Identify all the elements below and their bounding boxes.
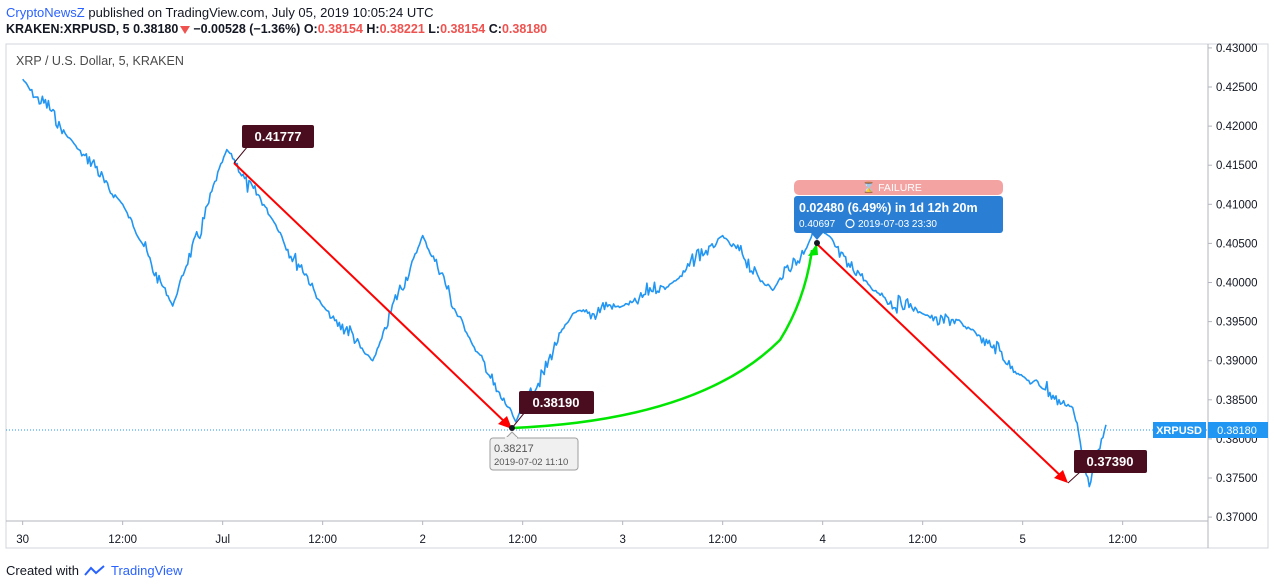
y-tick-label: 0.42000 bbox=[1216, 121, 1258, 133]
low-price-callout-1[interactable]: 0.38190 bbox=[511, 391, 594, 429]
low-label: L: bbox=[428, 22, 441, 36]
x-tick-label: 12:00 bbox=[908, 534, 937, 546]
down-arrow-icon bbox=[180, 25, 191, 34]
low-price-label-2: 0.37390 bbox=[1087, 454, 1134, 469]
low-price-label-1: 0.38190 bbox=[533, 395, 580, 410]
y-tick-label: 0.43000 bbox=[1216, 43, 1258, 55]
x-tick-label: 2 bbox=[419, 534, 425, 546]
y-tick-label: 0.38500 bbox=[1216, 395, 1258, 407]
close-label: C: bbox=[488, 22, 502, 36]
y-tick-label: 0.39500 bbox=[1216, 317, 1258, 329]
x-tick-label: 3 bbox=[619, 534, 625, 546]
downtrend-arrow-2 bbox=[816, 243, 1068, 483]
last-price: 0.38180 bbox=[133, 22, 179, 36]
y-tick-label: 0.37000 bbox=[1216, 512, 1258, 524]
current-price-symbol: XRPUSD bbox=[1156, 425, 1202, 437]
y-tick-label: 0.40500 bbox=[1216, 238, 1258, 250]
low-value: 0.38154 bbox=[440, 22, 486, 36]
close-value: 0.38180 bbox=[501, 22, 548, 36]
tooltip-price: 0.38217 bbox=[494, 443, 534, 455]
current-price-tag: XRPUSD 0.38180 bbox=[1153, 422, 1268, 438]
y-tick-label: 0.39000 bbox=[1216, 356, 1258, 368]
uptrend-curve bbox=[511, 243, 818, 430]
publish-line: CryptoNewsZ published on TradingView.com… bbox=[6, 5, 434, 20]
symbol-info: KRAKEN:XRPUSD, 5 bbox=[6, 22, 130, 36]
open-label: O: bbox=[303, 22, 318, 36]
chart-frame bbox=[5, 43, 1269, 549]
downtrend-arrow-1 bbox=[233, 162, 512, 429]
y-tick-label: 0.41000 bbox=[1216, 199, 1258, 211]
high-label: H: bbox=[366, 22, 380, 36]
x-tick-label: 12:00 bbox=[708, 534, 737, 546]
measure-main-text: 0.02480 (6.49%) in 1d 12h 20m bbox=[799, 201, 978, 215]
created-with-text: Created with bbox=[6, 563, 79, 578]
x-tick-label: 12:00 bbox=[1108, 534, 1137, 546]
tradingview-link[interactable]: TradingView bbox=[110, 563, 183, 578]
footer: Created with TradingView bbox=[6, 563, 183, 578]
tradingview-logo-icon bbox=[84, 564, 105, 576]
price-series-line bbox=[22, 78, 1107, 488]
measure-sub-time: 2019-07-03 23:30 bbox=[858, 219, 937, 230]
author-link[interactable]: CryptoNewsZ bbox=[6, 5, 85, 20]
x-tick-label: 12:00 bbox=[108, 534, 137, 546]
y-tick-label: 0.42500 bbox=[1216, 82, 1258, 94]
symbol-info-line: KRAKEN:XRPUSD, 5 0.38180 −0.00528 (−1.36%… bbox=[6, 22, 547, 36]
x-tick-label: Jul bbox=[215, 534, 230, 546]
open-value: 0.38154 bbox=[317, 22, 363, 36]
current-price-value: 0.38180 bbox=[1217, 425, 1257, 437]
published-text: published on TradingView.com, July 05, 2… bbox=[88, 5, 434, 20]
x-tick-label: 5 bbox=[1019, 534, 1025, 546]
high-point-marker bbox=[814, 240, 820, 246]
high-price-callout[interactable]: 0.41777 bbox=[233, 125, 314, 164]
high-price-label: 0.41777 bbox=[255, 129, 302, 144]
y-tick-label: 0.37500 bbox=[1216, 473, 1258, 485]
high-value: 0.38221 bbox=[379, 22, 425, 36]
y-tick-label: 0.40000 bbox=[1216, 278, 1258, 290]
y-tick-label: 0.41500 bbox=[1216, 160, 1258, 172]
x-tick-label: 4 bbox=[819, 534, 826, 546]
chart-legend: XRP / U.S. Dollar, 5, KRAKEN bbox=[16, 54, 184, 68]
tooltip-time: 2019-07-02 11:10 bbox=[494, 457, 568, 468]
x-tick-label: 12:00 bbox=[508, 534, 537, 546]
low-price-callout-2[interactable]: 0.37390 bbox=[1067, 450, 1147, 484]
clock-icon bbox=[845, 218, 855, 229]
failure-text: ⌛ FAILURE bbox=[862, 181, 922, 194]
y-axis-ticks: 0.43000 0.42500 0.42000 0.41500 0.41000 0.405… bbox=[1208, 43, 1258, 524]
low-point-marker bbox=[509, 425, 515, 431]
failure-badge: ⌛ FAILURE bbox=[794, 180, 1003, 195]
low-point-tooltip: 0.38217 2019-07-02 11:10 bbox=[489, 431, 579, 471]
x-axis-ticks: 30 12:00 Jul 12:00 2 12:00 3 12:00 4 12:00 5 12:00 bbox=[16, 521, 1137, 546]
price-change: −0.00528 (−1.36%) bbox=[193, 22, 301, 36]
x-tick-label: 30 bbox=[16, 534, 29, 546]
measure-box: 0.02480 (6.49%) in 1d 12h 20m 0.40697 20… bbox=[794, 196, 1003, 240]
measure-sub-price: 0.40697 bbox=[799, 219, 836, 230]
x-tick-label: 12:00 bbox=[308, 534, 337, 546]
